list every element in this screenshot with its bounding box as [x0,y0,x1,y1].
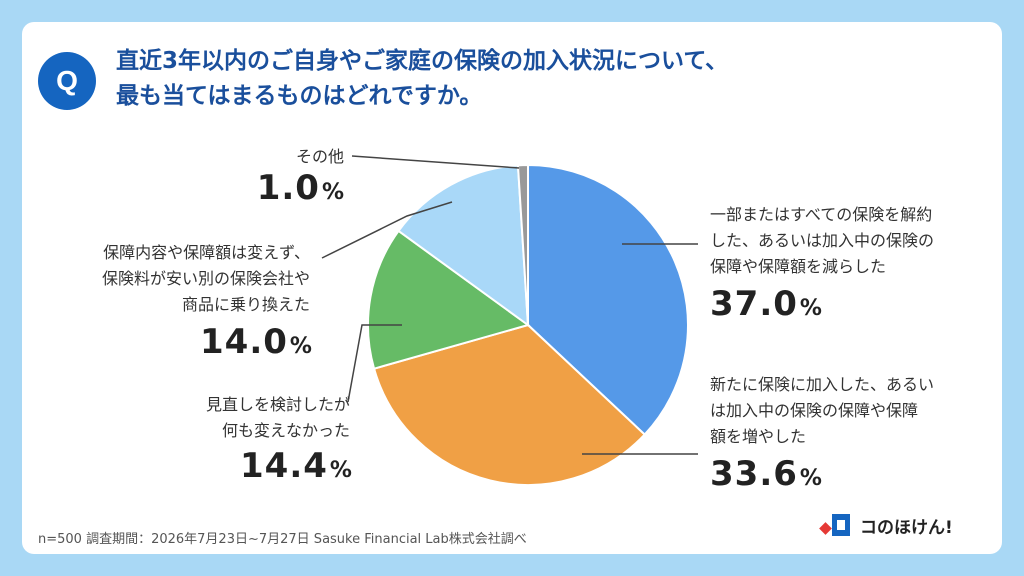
slice-label-4-line-0: その他 [295,147,344,166]
slice-value-3-unit: % [289,334,312,359]
survey-card: Q 直近3年以内のご自身やご家庭の保険の加入状況について、 最も当てはまるものは… [22,22,1002,554]
slice-label-2-line-0: 見直しを検討したが [205,395,350,414]
pie-chart [321,155,698,486]
slice-value-2-number: 14.4 [240,446,328,486]
slice-value-3-number: 14.0 [200,322,288,362]
pie-slice-2 [367,229,531,370]
slice-value-1-number: 33.6 [710,454,798,494]
slice-value-4-number: 1.0 [256,168,320,208]
slice-label-3-line-0: 保障内容や保障額は変えず、 [103,243,310,262]
slice-value-0-number: 37.0 [710,284,798,324]
pie-slice-3 [397,164,530,328]
slice-value-2: 14.4% [240,446,352,486]
slice-label-3-line-1: 保険料が安い別の保険会社や [101,269,310,288]
slice-label-4: その他 [200,144,344,170]
slice-value-3: 14.0% [200,322,312,362]
question-line-2: 最も当てはまるものはどれですか。 [116,83,483,109]
leader-line-3 [321,201,453,259]
slice-label-1-line-1: は加入中の保険の保障や保障 [710,401,919,420]
pie-slice-0 [527,163,689,436]
slice-value-1-unit: % [799,466,822,491]
slice-label-3: 保障内容や保障額は変えず、 保険料が安い別の保険会社や 商品に乗り換えた [50,240,310,318]
question-title: 直近3年以内のご自身やご家庭の保険の加入状況について、 最も当てはまるものはどれ… [116,44,976,114]
slice-label-1-line-2: 額を増やした [710,427,807,446]
pie-slice-4 [516,163,529,326]
slice-value-2-unit: % [329,458,352,483]
leader-line-2 [347,324,402,403]
brand-name: コのほけん! [860,517,953,538]
footnote: n=500 調査期間：2026年7月23日~7月27日 Sasuke Finan… [38,532,527,547]
slice-label-0-line-0: 一部またはすべての保険を解約 [710,205,933,224]
slice-label-0-line-2: 保障や保障額を減らした [710,257,887,276]
slice-label-1-line-0: 新たに保険に加入した、あるい [710,375,935,394]
slice-label-2-line-1: 何も変えなかった [221,421,350,440]
slice-value-0-unit: % [799,296,822,321]
slice-label-1: 新たに保険に加入した、あるい は加入中の保険の保障や保障 額を増やした [710,372,934,450]
pie-slice-1 [372,323,647,486]
slice-label-0: 一部またはすべての保険を解約 した、あるいは加入中の保険の 保障や保障額を減らし… [710,202,934,280]
brand-logo-icon [818,510,852,540]
slice-label-2: 見直しを検討したが 何も変えなかった [102,392,350,444]
slice-label-0-line-1: した、あるいは加入中の保険の [710,231,935,250]
slice-value-1: 33.6% [710,454,822,494]
slice-value-4: 1.0% [234,168,344,208]
slice-value-0: 37.0% [710,284,822,324]
brand: コのほけん! [818,510,953,540]
leader-line-4 [351,155,520,169]
slice-value-4-unit: % [321,180,344,205]
slice-label-3-line-2: 商品に乗り換えた [181,295,310,314]
question-line-1: 直近3年以内のご自身やご家庭の保険の加入状況について、 [116,48,729,74]
question-badge: Q [38,52,96,110]
